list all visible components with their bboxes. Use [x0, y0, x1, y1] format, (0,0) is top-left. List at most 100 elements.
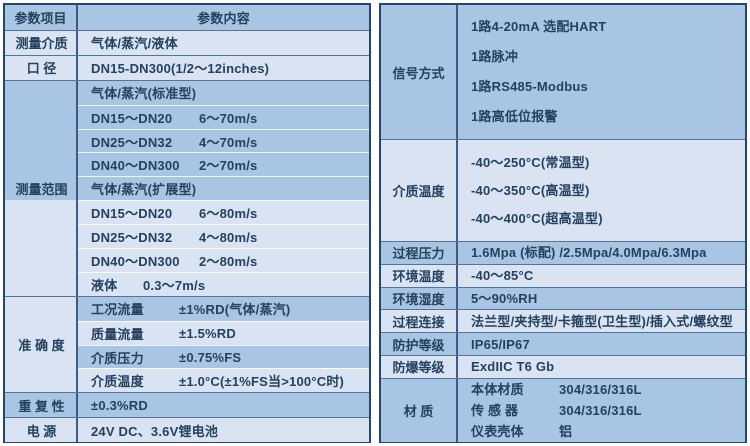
- table-row: DN15-DN300(1/2～12inches): [5, 55, 369, 80]
- content-line: 1路高低位报警: [471, 109, 558, 124]
- content-line: 1路脉冲: [471, 49, 519, 64]
- row-text: 气体/蒸汽(标准型): [91, 86, 197, 102]
- row-label-cell: [5, 55, 78, 80]
- content-line: 传 感 器 304/316/316L: [471, 400, 745, 421]
- section-label-protection-rating: 防护等级: [381, 333, 458, 355]
- row-label-cell: [5, 104, 78, 129]
- section-material: 材 质本体材质 304/316/316L 传 感 器 304/316/316L 仪表壳体…: [381, 377, 745, 442]
- row-col1: DN25～DN32: [91, 230, 173, 246]
- content-line: 1.6Mpa (标配) /2.5Mpa/4.0Mpa/6.3Mpa: [471, 245, 707, 261]
- row-content-cell: 气体/蒸汽/液体: [78, 31, 369, 55]
- section-ambient-temperature: 环境温度 -40～85°C: [381, 263, 745, 287]
- row-text: DN15-DN300(1/2～12inches): [91, 61, 270, 77]
- table-row: 液体 0.3～7m/s: [5, 271, 369, 296]
- line-col1: 传 感 器: [471, 402, 519, 418]
- spec-table-left: 参数项目 参数内容 气体/蒸汽/液体 测量介质 DN15-DN300(1/2～12inc…: [3, 3, 371, 443]
- row-label-cell: [5, 224, 78, 249]
- section-content-signal-type: 1路4-20mA 选配HART 1路脉冲 1路RS485-Modbus 1路高低位报警: [458, 5, 745, 139]
- row-col1: DN25～DN32: [91, 134, 173, 150]
- content-line: 法兰型/夹持型/卡箍型(卫生型)/插入式/螺纹型: [471, 313, 733, 329]
- line-col1: 本体材质: [471, 381, 524, 397]
- row-col2: 4～70m/s: [199, 134, 258, 150]
- content-line: 仪表壳体 铝: [471, 421, 745, 442]
- section-measuring-medium: 气体/蒸汽/液体 测量介质: [5, 30, 369, 55]
- row-label-cell: [5, 368, 78, 393]
- row-label-cell: [5, 152, 78, 177]
- row-label-cell: [5, 393, 78, 418]
- content-line: 1路4-20mA 选配HART: [471, 19, 607, 34]
- row-label-cell: [5, 344, 78, 369]
- section-diameter: DN15-DN300(1/2～12inches) 口 径: [5, 54, 369, 80]
- row-col2: 2～70m/s: [199, 158, 258, 174]
- row-col1: DN40～DN300: [91, 158, 180, 174]
- row-col2: ±0.75%FS: [179, 349, 242, 365]
- section-content-ambient-humidity: 5～90%RH: [458, 288, 745, 310]
- row-col2: 0.3～7m/s: [143, 277, 206, 293]
- section-accuracy: 工况流量 ±1%RD(气体/蒸汽) 质量流量 ±1.5%RD 介质压力 ±0.75%FS 介…: [5, 295, 369, 393]
- section-process-connection: 过程连接 法兰型/夹持型/卡箍型(卫生型)/插入式/螺纹型: [381, 309, 745, 333]
- table-row: 工况流量 ±1%RD(气体/蒸汽): [5, 296, 369, 321]
- row-col1: DN15～DN20: [91, 110, 173, 126]
- content-line: 5～90%RH: [471, 290, 538, 306]
- section-content-process-pressure: 1.6Mpa (标配) /2.5Mpa/4.0Mpa/6.3Mpa: [458, 242, 745, 264]
- table-row: 24V DC、3.6V锂电池: [5, 418, 369, 443]
- section-protection-rating: 防护等级 IP65/IP67: [381, 332, 745, 355]
- section-label-medium-temperature: 介质温度: [381, 140, 458, 241]
- row-content-cell: DN15～DN20 6～80m/s: [78, 200, 369, 225]
- row-col2: ±1.5%RD: [179, 325, 236, 341]
- table-row: DN40～DN300 2～70m/s: [5, 152, 369, 177]
- row-label-cell: [5, 176, 78, 201]
- spec-table-right: 信号方式 1路4-20mA 选配HART 1路脉冲 1路RS485-Modbus 1路高…: [379, 3, 747, 443]
- section-ambient-humidity: 环境湿度 5～90%RH: [381, 286, 745, 310]
- content-line: -40～350°C(高温型): [471, 182, 590, 198]
- section-content-medium-temperature: -40～250°C(常温型) -40～350°C(高温型) -40～400°C(超高…: [458, 140, 745, 241]
- content-line: 1路RS485-Modbus: [471, 79, 588, 94]
- table-row: DN40～DN300 2～80m/s: [5, 248, 369, 272]
- row-col1: 质量流量: [91, 326, 144, 342]
- row-content-cell: DN15-DN300(1/2～12inches): [78, 55, 369, 80]
- row-label-cell: [5, 31, 78, 55]
- row-label-cell: [5, 320, 78, 345]
- content-line: IP65/IP67: [471, 336, 530, 352]
- row-col2: 6～70m/s: [199, 110, 258, 126]
- row-text: 24V DC、3.6V锂电池: [91, 423, 219, 439]
- content-line: 本体材质 304/316/316L: [471, 379, 745, 400]
- section-label-process-connection: 过程连接: [381, 310, 458, 333]
- row-content-cell: 工况流量 ±1%RD(气体/蒸汽): [78, 296, 369, 321]
- row-text: 气体/蒸汽(扩展型): [91, 182, 197, 198]
- row-col2: ±1.0°C(±1%FS当>100°C时): [179, 374, 345, 390]
- line-col2: 铝: [559, 423, 573, 439]
- row-col2: 4～80m/s: [199, 230, 258, 246]
- section-label-explosion-proof-rating: 防爆等级: [381, 355, 458, 378]
- header-cell-parameter-item: 参数项目: [5, 5, 78, 30]
- row-text: 气体/蒸汽/液体: [91, 36, 178, 52]
- header-cell-parameter-content: 参数内容: [78, 5, 369, 30]
- line-col2: 304/316/316L: [559, 381, 642, 397]
- section-label-process-pressure: 过程压力: [381, 242, 458, 264]
- section-label-material: 材 质: [381, 378, 458, 442]
- row-col1: 液体: [91, 277, 118, 293]
- table-row: 气体/蒸汽/液体: [5, 31, 369, 55]
- row-content-cell: 24V DC、3.6V锂电池: [78, 418, 369, 443]
- section-signal-type: 信号方式 1路4-20mA 选配HART 1路脉冲 1路RS485-Modbus 1路高…: [381, 5, 745, 139]
- row-content-cell: 气体/蒸汽(扩展型): [78, 176, 369, 201]
- section-content-process-connection: 法兰型/夹持型/卡箍型(卫生型)/插入式/螺纹型: [458, 310, 745, 332]
- row-col2: 6～80m/s: [199, 206, 258, 222]
- row-col1: 工况流量: [91, 302, 144, 318]
- table-row: 质量流量 ±1.5%RD: [5, 320, 369, 345]
- row-label-cell: [5, 128, 78, 153]
- section-content-protection-rating: IP65/IP67: [458, 333, 745, 355]
- row-label-cell: [5, 200, 78, 225]
- line-col1: 仪表壳体: [471, 423, 524, 439]
- row-col1: 介质温度: [91, 374, 144, 390]
- section-measuring-range: 气体/蒸汽(标准型) DN15～DN20 6～70m/s DN25～DN32 4～70m…: [5, 79, 369, 296]
- table-row: DN25～DN32 4～80m/s: [5, 224, 369, 249]
- row-content-cell: ±0.3%RD: [78, 393, 369, 418]
- table-row: DN15～DN20 6～80m/s: [5, 200, 369, 225]
- row-content-cell: DN25～DN32 4～80m/s: [78, 224, 369, 249]
- row-content-cell: DN25～DN32 4～70m/s: [78, 128, 369, 153]
- row-label-cell: [5, 248, 78, 272]
- section-label-ambient-temperature: 环境温度: [381, 264, 458, 287]
- section-medium-temperature: 介质温度 -40～250°C(常温型) -40～350°C(高温型) -40～400°…: [381, 139, 745, 241]
